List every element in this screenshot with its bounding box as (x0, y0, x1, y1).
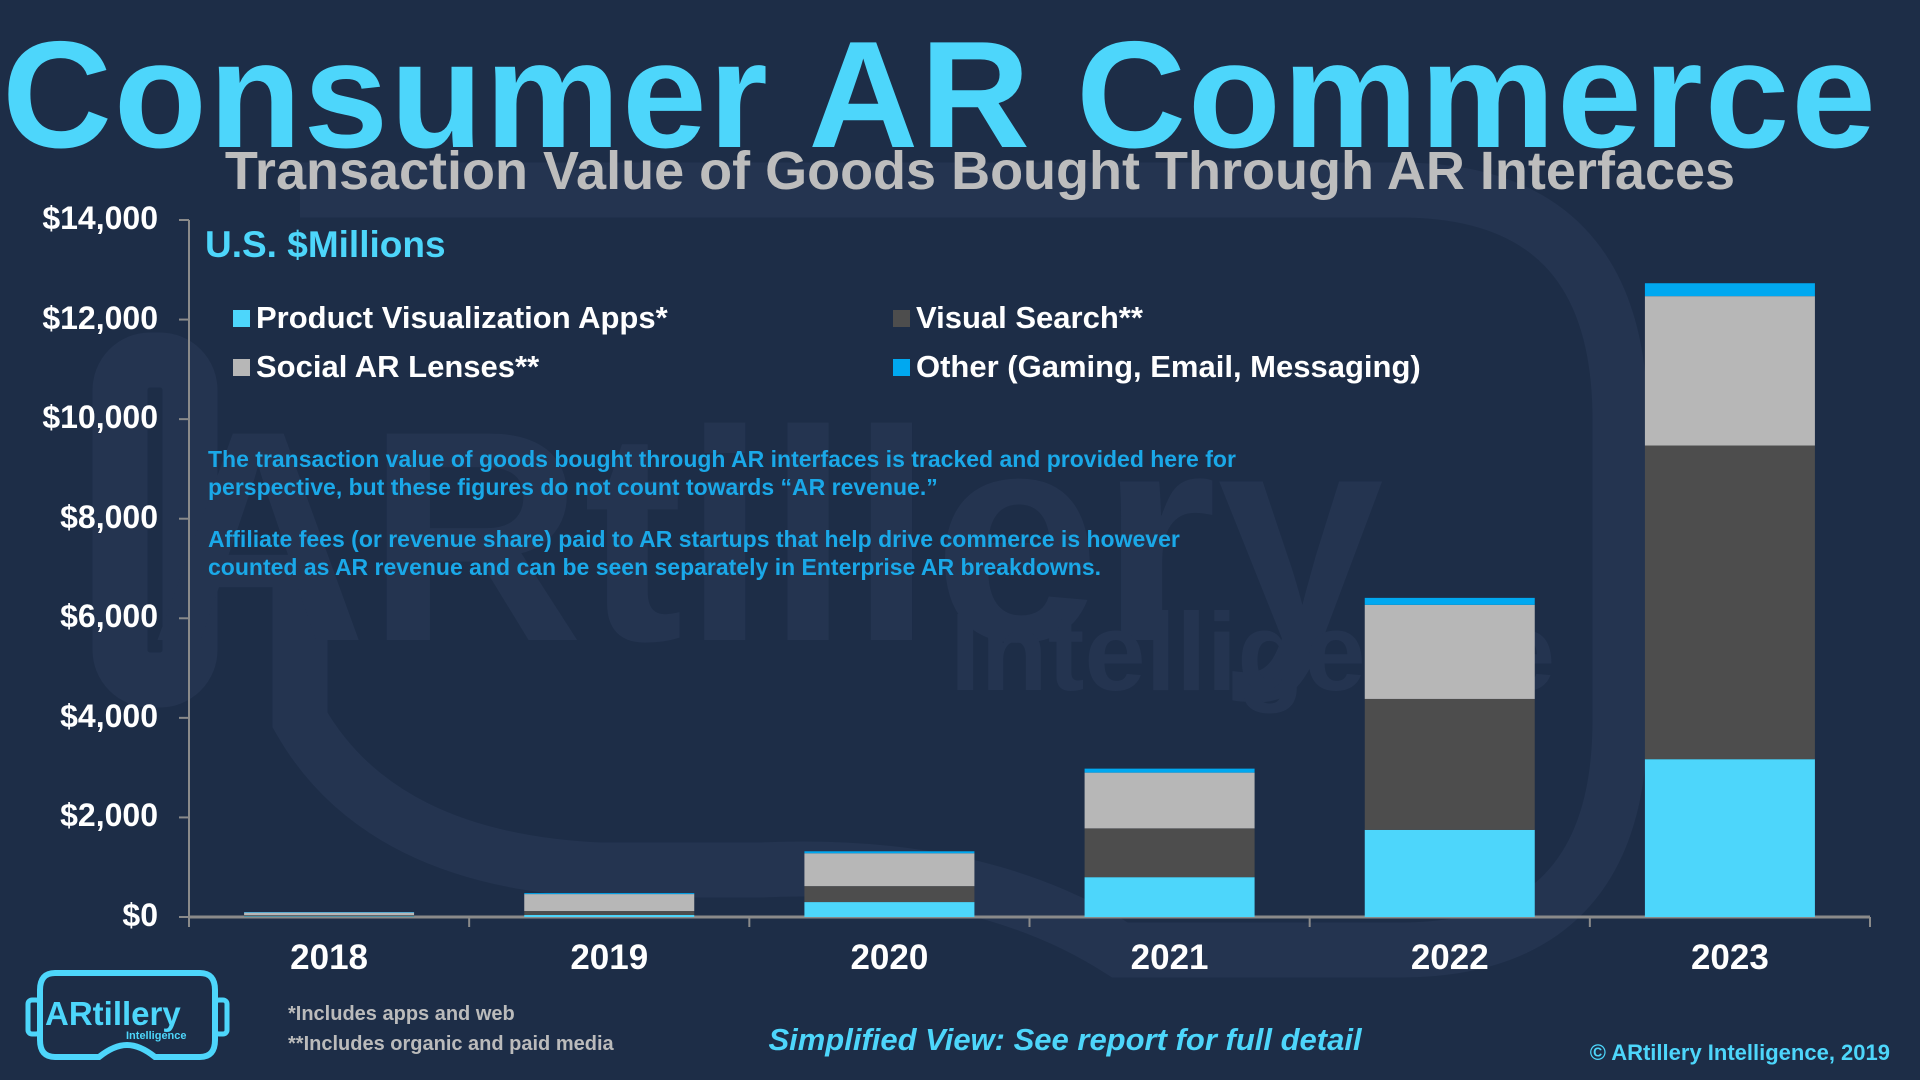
x-tick-label: 2021 (1130, 938, 1209, 977)
legend-label: Other (Gaming, Email, Messaging) (916, 349, 1421, 384)
logo-text: ARtillery (45, 995, 181, 1032)
y-tick-label: $14,000 (42, 200, 158, 236)
legend-swatch-icon (893, 358, 910, 376)
note-affiliate-fees: Affiliate fees (or revenue share) paid t… (208, 526, 1180, 580)
bar-segment-2020-1 (804, 886, 975, 903)
legend-swatch-icon (893, 309, 910, 327)
bar-segment-2021-3 (1084, 768, 1255, 773)
bar-segment-2019-3 (524, 893, 695, 895)
legend-item-visual-search: Visual Search** (893, 300, 1143, 336)
artillery-logo: ARtillery Intelligence (25, 965, 230, 1065)
bar-segment-2021-2 (1084, 772, 1255, 829)
legend-label: Product Visualization Apps* (256, 300, 668, 335)
legend-swatch-icon (233, 309, 250, 327)
x-tick-label: 2023 (1690, 938, 1769, 977)
bar-segment-2019-2 (524, 894, 695, 912)
legend-label: Social AR Lenses** (256, 349, 540, 384)
y-tick-label: $2,000 (60, 797, 158, 834)
x-tick-label: 2018 (290, 938, 369, 977)
x-tick-label: 2020 (850, 938, 929, 977)
legend-item-product-visualization: Product Visualization Apps* (233, 300, 668, 336)
x-tick-label: 2019 (570, 938, 649, 977)
chart-subtitle: Transaction Value of Goods Bought Throug… (224, 141, 1736, 201)
bar-segment-2022-3 (1364, 597, 1535, 605)
bar-segment-2022-2 (1364, 604, 1535, 699)
footnote-media: **Includes organic and paid media (288, 1033, 614, 1055)
y-tick-label: $8,000 (60, 498, 158, 535)
legend-label: Visual Search** (916, 300, 1143, 335)
bar-segment-2022-0 (1364, 829, 1535, 917)
bar-segment-2022-1 (1364, 698, 1535, 830)
bar-segment-2023-1 (1644, 445, 1815, 760)
y-tick-label: $10,000 (42, 399, 158, 436)
bar-segment-2020-3 (804, 851, 975, 854)
vr-headset-icon (25, 970, 230, 1060)
bar-segment-2018-2 (244, 912, 415, 916)
units-label: U.S. $Millions (205, 224, 446, 265)
legend-swatch-icon (233, 358, 250, 376)
bar-segment-2023-3 (1644, 283, 1815, 297)
y-tick-label: $4,000 (60, 697, 158, 734)
bar-segment-2023-2 (1644, 296, 1815, 446)
bar-segment-2020-2 (804, 853, 975, 887)
note-transaction-value: The transaction value of goods bought th… (208, 446, 1236, 500)
bar-segment-2023-0 (1644, 759, 1815, 917)
bar-segment-2019-0 (524, 915, 695, 917)
bar-segment-2021-0 (1084, 877, 1255, 917)
bar-segment-2019-1 (524, 911, 695, 916)
simplified-view-note: Simplified View: See report for full det… (768, 1022, 1362, 1057)
copyright: © ARtillery Intelligence, 2019 (1589, 1040, 1890, 1065)
legend-item-social-ar-lenses: Social AR Lenses** (233, 349, 539, 385)
watermark-text: ARtillery (150, 368, 1386, 706)
y-tick-label: $6,000 (60, 598, 158, 635)
x-tick-label: 2022 (1410, 938, 1489, 977)
legend-item-other: Other (Gaming, Email, Messaging) (893, 349, 1421, 385)
logo-subtext: Intelligence (126, 1030, 187, 1042)
y-tick-label: $12,000 (42, 299, 158, 336)
bar-segment-2020-0 (804, 902, 975, 917)
chart-title: Consumer AR Commerce (2, 10, 1878, 180)
y-tick-label: $0 (122, 897, 158, 933)
bar-segment-2021-1 (1084, 828, 1255, 878)
footnote-apps: *Includes apps and web (288, 1003, 515, 1025)
bar-segment-2018-1 (244, 915, 415, 917)
